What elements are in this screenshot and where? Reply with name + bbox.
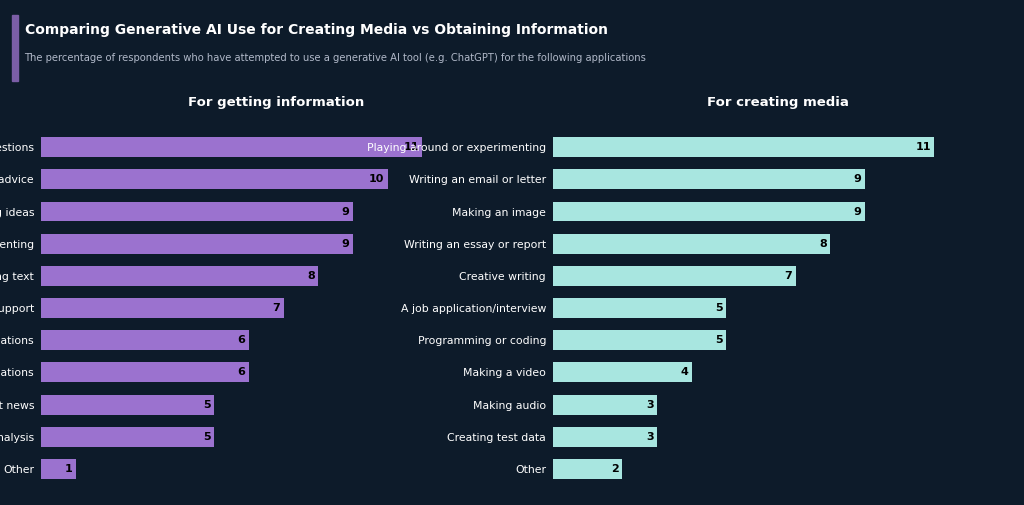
Text: Comparing Generative AI Use for Creating Media vs Obtaining Information: Comparing Generative AI Use for Creating… xyxy=(25,23,607,37)
Bar xyxy=(553,427,657,447)
Text: 11: 11 xyxy=(403,142,419,152)
Bar xyxy=(553,137,934,157)
Bar xyxy=(553,459,623,479)
Bar xyxy=(41,169,387,189)
Text: For creating media: For creating media xyxy=(708,96,849,109)
Text: 9: 9 xyxy=(342,207,349,217)
Bar xyxy=(41,298,284,318)
Text: 1: 1 xyxy=(65,464,72,474)
Text: 6: 6 xyxy=(238,335,246,345)
Text: 5: 5 xyxy=(203,432,211,442)
Bar xyxy=(41,137,422,157)
Text: 10: 10 xyxy=(369,174,384,184)
Bar xyxy=(553,330,726,350)
Bar xyxy=(41,363,249,382)
Text: 8: 8 xyxy=(307,271,314,281)
Bar xyxy=(41,427,214,447)
Text: 11: 11 xyxy=(915,142,931,152)
Bar xyxy=(553,234,830,254)
Text: 2: 2 xyxy=(611,464,618,474)
Bar xyxy=(41,330,249,350)
Bar xyxy=(41,394,214,415)
Bar xyxy=(553,363,691,382)
Text: 7: 7 xyxy=(272,303,281,313)
Bar xyxy=(41,266,318,286)
Text: The percentage of respondents who have attempted to use a generative AI tool (e.: The percentage of respondents who have a… xyxy=(25,53,646,63)
Text: 5: 5 xyxy=(715,335,723,345)
Text: 7: 7 xyxy=(784,271,793,281)
Text: 9: 9 xyxy=(342,239,349,248)
Bar xyxy=(41,459,76,479)
Text: 9: 9 xyxy=(854,174,861,184)
Text: 9: 9 xyxy=(854,207,861,217)
Bar xyxy=(553,201,865,222)
Bar xyxy=(41,201,353,222)
Bar xyxy=(553,394,657,415)
Bar xyxy=(41,234,353,254)
Text: 6: 6 xyxy=(238,368,246,377)
Text: For getting information: For getting information xyxy=(188,96,365,109)
Text: 5: 5 xyxy=(203,399,211,410)
Text: 3: 3 xyxy=(646,399,653,410)
Bar xyxy=(553,266,796,286)
Bar xyxy=(553,298,726,318)
Text: 4: 4 xyxy=(680,368,688,377)
Bar xyxy=(553,169,865,189)
Text: 8: 8 xyxy=(819,239,826,248)
Text: 3: 3 xyxy=(646,432,653,442)
Text: 5: 5 xyxy=(715,303,723,313)
